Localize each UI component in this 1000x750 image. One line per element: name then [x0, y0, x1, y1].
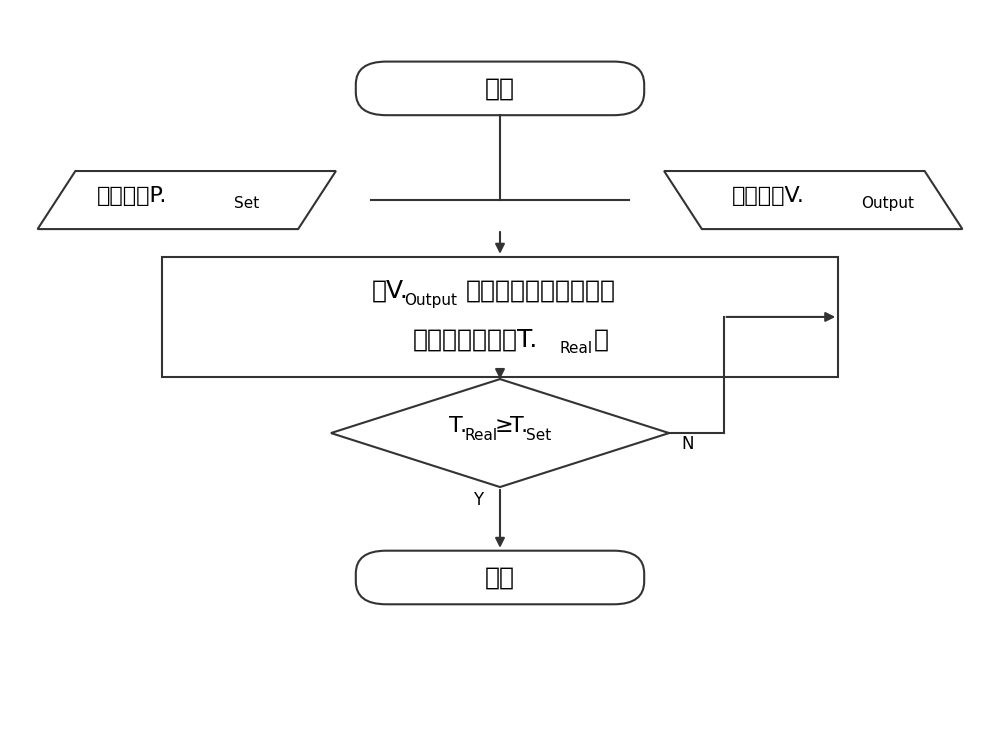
Polygon shape [38, 171, 336, 229]
FancyBboxPatch shape [356, 62, 644, 116]
Text: N: N [681, 435, 693, 453]
Text: Y: Y [473, 491, 483, 509]
Text: Real: Real [560, 341, 593, 356]
Text: Output: Output [404, 293, 457, 308]
Text: 时间计时，记为T.: 时间计时，记为T. [413, 327, 538, 351]
Polygon shape [331, 379, 669, 487]
Text: ≥: ≥ [494, 416, 513, 436]
Polygon shape [664, 171, 962, 229]
Text: Output: Output [861, 196, 914, 211]
Text: 结束: 结束 [485, 566, 515, 590]
FancyBboxPatch shape [356, 550, 644, 604]
Text: Set: Set [526, 427, 552, 442]
Text: Real: Real [465, 427, 498, 442]
Text: 压制时间P.: 压制时间P. [97, 185, 167, 206]
Text: 压制速度V.: 压制速度V. [732, 185, 805, 206]
Text: 指令进行压制，对压制: 指令进行压制，对压制 [465, 279, 615, 303]
Text: 以V.: 以V. [372, 279, 409, 303]
Bar [162, 256, 838, 377]
Text: T.: T. [449, 416, 467, 436]
Text: 开始: 开始 [485, 76, 515, 101]
Text: 。: 。 [593, 327, 608, 351]
Text: T.: T. [510, 416, 529, 436]
Text: Set: Set [234, 196, 259, 211]
